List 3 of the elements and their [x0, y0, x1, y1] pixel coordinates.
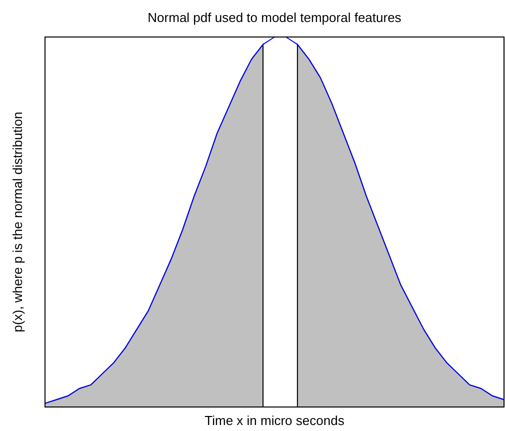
y-axis-title: p(x), where p is the normal distribution	[10, 112, 25, 332]
chart-title: Normal pdf used to model temporal features	[148, 10, 402, 25]
x-axis-title: Time x in micro seconds	[204, 413, 345, 428]
